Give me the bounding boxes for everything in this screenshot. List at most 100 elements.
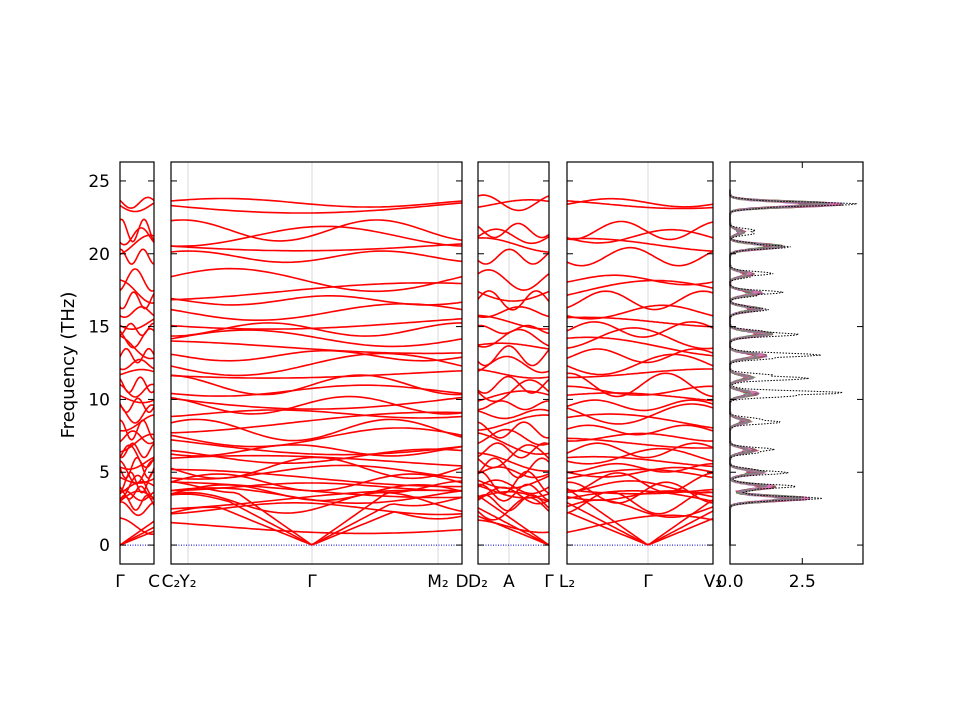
- band-12: [477, 470, 550, 495]
- band-13: [170, 468, 462, 488]
- band-5: [477, 496, 550, 521]
- band-39: [477, 248, 550, 265]
- band-6: [566, 491, 714, 515]
- band-37: [566, 279, 714, 296]
- kpoint-label: C: [148, 572, 160, 592]
- band-23: [119, 404, 155, 424]
- band-26: [477, 379, 550, 403]
- band-panel-2: C₂ Y₂ Γ M₂ D: [162, 161, 469, 592]
- band-28: [477, 368, 550, 379]
- partial-dos-8: [729, 189, 830, 546]
- band-42: [119, 218, 155, 243]
- band-39: [170, 250, 463, 264]
- band-39: [120, 248, 155, 265]
- kpoint-label: D: [455, 572, 468, 592]
- band-7: [566, 489, 714, 502]
- band-29: [566, 353, 714, 376]
- band-38: [566, 274, 714, 286]
- kpoint-label: D₂: [468, 572, 488, 592]
- kpoint-label: C₂: [162, 572, 181, 592]
- dos-x-tick-label: 2.5: [789, 572, 816, 592]
- band-25: [170, 396, 463, 410]
- dos-panel-frame: [729, 161, 864, 565]
- band-22: [477, 414, 549, 431]
- band-38: [119, 268, 155, 292]
- y-tick-labels: 0 5 10 15 20 25: [88, 172, 110, 556]
- band-30: [119, 347, 155, 364]
- band-17: [119, 444, 155, 469]
- band-28: [567, 368, 713, 379]
- band-20: [567, 432, 713, 442]
- band-18: [477, 442, 550, 459]
- total-dos: [729, 189, 857, 546]
- band-19: [170, 439, 463, 456]
- band-16: [119, 456, 155, 471]
- band-1: [477, 515, 550, 546]
- kpoint-label: M₂: [427, 572, 448, 592]
- band-21: [566, 424, 714, 436]
- kpoint-label: L₂: [559, 572, 575, 592]
- band-44: [566, 197, 714, 208]
- band-2: [119, 526, 155, 546]
- band-15: [170, 456, 463, 480]
- band-43: [119, 202, 155, 213]
- band-19: [477, 432, 550, 456]
- band-23: [170, 409, 463, 419]
- band-29: [119, 358, 155, 371]
- band-17: [566, 447, 714, 465]
- band-35: [170, 302, 463, 322]
- band-22: [566, 413, 714, 429]
- band-13: [477, 475, 550, 490]
- band-9: [119, 485, 155, 500]
- band-17: [170, 448, 463, 465]
- band-2: [477, 507, 550, 546]
- band-11: [170, 482, 462, 492]
- band-4: [477, 519, 550, 534]
- band-42: [566, 220, 714, 241]
- band-38: [170, 267, 463, 293]
- band-21: [120, 419, 155, 441]
- band-33: [170, 322, 463, 337]
- band-15: [119, 456, 155, 479]
- band-31: [477, 342, 550, 350]
- band-37: [477, 290, 550, 302]
- kpoint-label: A: [503, 572, 515, 592]
- band-34: [119, 318, 155, 331]
- dos-x-tick-label: 0.0: [716, 572, 743, 592]
- band-11: [119, 474, 155, 500]
- band-16: [566, 455, 714, 468]
- band-18: [170, 444, 463, 457]
- band-27: [119, 376, 155, 394]
- band-29: [170, 352, 463, 377]
- band-21: [477, 421, 550, 439]
- band-41: [566, 228, 714, 244]
- band-32: [170, 329, 463, 348]
- band-30: [477, 345, 550, 367]
- band-lines: [119, 196, 155, 546]
- band-43: [170, 202, 463, 214]
- band-42: [170, 219, 463, 242]
- band-35: [119, 305, 155, 319]
- y-tick-label: 5: [99, 463, 110, 483]
- y-tick-label: 15: [88, 318, 110, 338]
- band-12: [170, 473, 463, 492]
- band-36: [566, 290, 714, 311]
- band-36: [119, 291, 155, 310]
- band-21: [170, 418, 463, 442]
- band-22: [170, 411, 463, 434]
- band-42: [477, 222, 550, 239]
- band-36: [477, 290, 550, 311]
- band-18: [119, 442, 155, 459]
- band-33: [477, 324, 550, 335]
- band-7: [170, 489, 463, 510]
- band-41: [170, 225, 463, 247]
- band-31: [566, 336, 714, 357]
- band-3: [119, 520, 155, 546]
- band-39: [566, 246, 714, 267]
- y-tick-label: 0: [99, 536, 110, 556]
- band-40: [477, 237, 550, 253]
- band-43: [477, 199, 550, 208]
- band-12: [566, 472, 714, 493]
- band-4: [120, 517, 154, 536]
- band-22: [119, 414, 155, 432]
